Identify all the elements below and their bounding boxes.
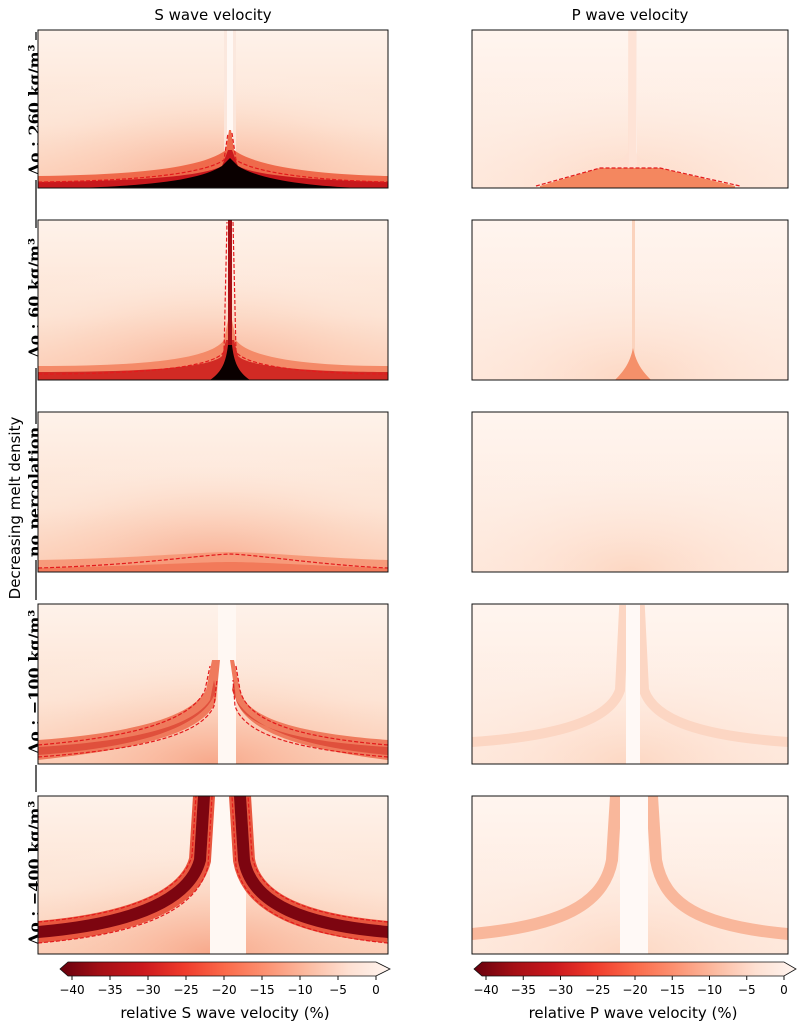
colorbar-p-tick-label: 0 <box>780 983 788 997</box>
panel-p-row5 <box>472 796 788 954</box>
colorbar-p-tick-label: −15 <box>660 983 685 997</box>
contour-s-row5-left <box>38 796 213 944</box>
colorbar-p-tick-label: −10 <box>697 983 722 997</box>
colorbar-s-tick-label: 0 <box>372 983 380 997</box>
panel-s-row5 <box>38 796 388 954</box>
colorbar-s-tick-label: −20 <box>211 983 236 997</box>
panel-p-row3 <box>472 412 788 572</box>
colorbar-p-tick-label: −40 <box>473 983 498 997</box>
panel-s-row1 <box>38 30 388 188</box>
contour-s-row2 <box>38 221 388 375</box>
contour-s-row3 <box>38 553 388 569</box>
colorbar-s-tick-label: −30 <box>135 983 160 997</box>
colorbar-p-label: relative P wave velocity (%) <box>529 1004 738 1022</box>
panel-p-row1 <box>472 30 788 188</box>
colorbar-s-tick-label: −35 <box>97 983 122 997</box>
column-title-p: P wave velocity <box>572 6 689 24</box>
contour-s-row4-left <box>38 665 218 758</box>
colorbar-s-tick-label: −15 <box>249 983 274 997</box>
contour-s-row5-right <box>231 796 388 944</box>
colorbar-s-tick-label: −40 <box>59 983 84 997</box>
colorbar-s-tick-label: −5 <box>329 983 347 997</box>
colorbar-p-tick-label: −30 <box>548 983 573 997</box>
colorbar-s-tick-label: −25 <box>173 983 198 997</box>
side-label: Decreasing melt density <box>6 417 24 600</box>
column-title-s: S wave velocity <box>154 6 271 24</box>
panel-p-row2 <box>472 220 788 380</box>
colorbar-p-tick-label: −25 <box>585 983 610 997</box>
colorbar-p-body <box>473 961 797 977</box>
contour-s-row1 <box>38 132 388 183</box>
panel-p-row4 <box>472 604 788 764</box>
panel-s-row3 <box>38 412 388 572</box>
colorbar-s: −40 −35 −30 −25 −20 −15 −10 −5 0 relative S wave… <box>59 961 391 1022</box>
panel-s-row2 <box>38 220 388 380</box>
colorbar-s-body <box>59 961 391 977</box>
colorbar-p-tick-label: −20 <box>622 983 647 997</box>
colorbar-p-tick-label: −5 <box>738 983 756 997</box>
contour-s-row4-right <box>232 665 388 758</box>
panel-s-row4 <box>38 604 388 764</box>
colorbar-s-tick-label: −10 <box>287 983 312 997</box>
contour-p-row1 <box>535 167 741 187</box>
colorbar-s-label: relative S wave velocity (%) <box>120 1004 329 1022</box>
colorbar-p: −40 −35 −30 −25 −20 −15 −10 −5 0 relative P wave… <box>473 961 797 1022</box>
colorbar-p-tick-label: −35 <box>511 983 536 997</box>
